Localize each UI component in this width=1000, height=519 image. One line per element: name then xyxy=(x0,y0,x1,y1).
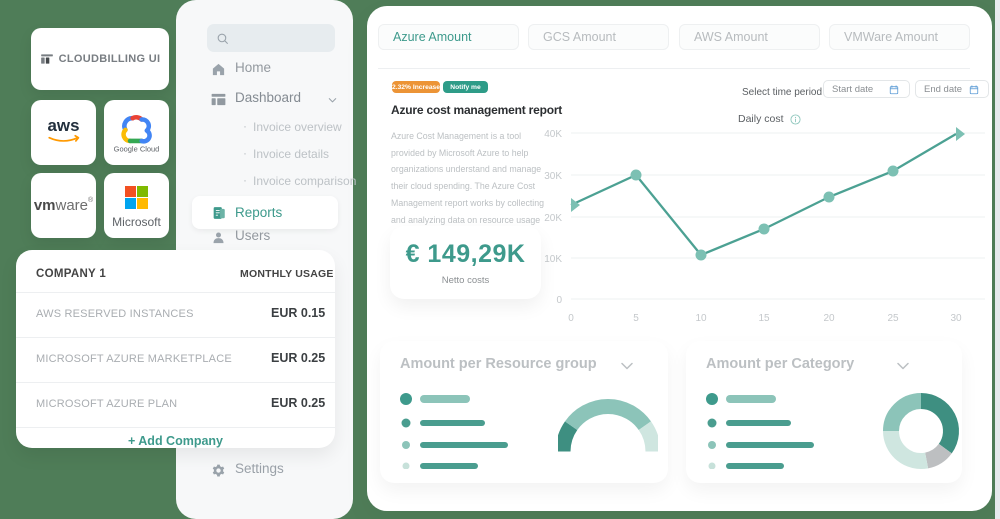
svg-text:20: 20 xyxy=(823,313,835,324)
svg-text:5: 5 xyxy=(633,313,639,324)
svg-text:30K: 30K xyxy=(544,171,562,182)
svg-text:0: 0 xyxy=(568,313,574,324)
svg-text:0: 0 xyxy=(556,295,562,306)
svg-text:40K: 40K xyxy=(544,129,562,140)
svg-text:aws: aws xyxy=(48,116,80,135)
svg-text:10: 10 xyxy=(695,313,707,324)
svg-text:25: 25 xyxy=(887,313,899,324)
svg-text:20K: 20K xyxy=(544,213,562,224)
svg-text:15: 15 xyxy=(758,313,770,324)
svg-text:Google Cloud: Google Cloud xyxy=(114,144,160,153)
svg-text:10K: 10K xyxy=(544,254,562,265)
svg-text:30: 30 xyxy=(950,313,962,324)
